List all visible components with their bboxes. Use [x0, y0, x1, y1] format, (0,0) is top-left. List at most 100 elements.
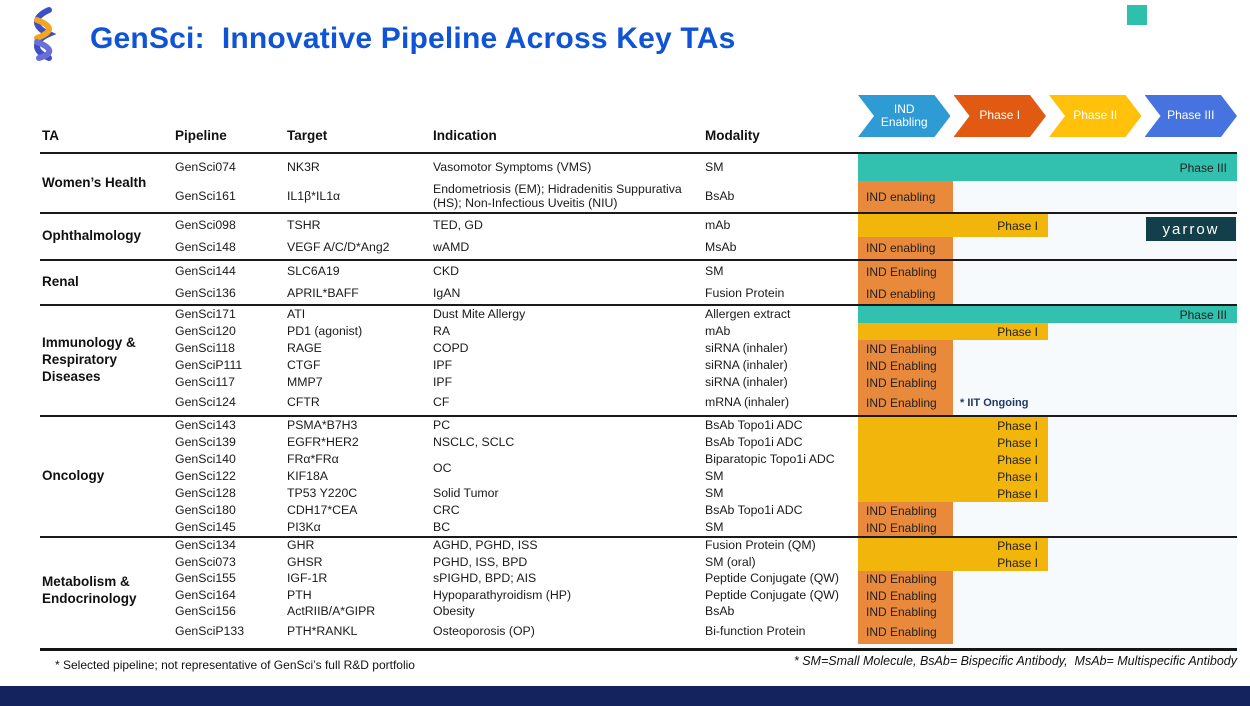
pipeline-row: GenSci180 CDH17*CEA CRC BsAb Topo1i ADC IND …: [175, 502, 1237, 519]
pipeline-row: GenSci140 FRα*FRα OC Biparatopic Topo1i ADC…: [175, 451, 1237, 474]
stage-bar-zone: Phase I: [858, 485, 1237, 502]
ta-label: Metabolism & Endocrinology: [42, 573, 137, 606]
modality: Allergen extract: [705, 306, 791, 321]
pipeline-id: GenSci161: [175, 188, 236, 203]
stage-bar-phase1: Phase I: [858, 417, 1048, 434]
pipeline-id: GenSci140: [175, 451, 236, 466]
pipeline-row: GenSci144 SLC6A19 CKD SM IND Enabling: [175, 261, 1237, 283]
stage-bar-ind: IND enabling: [858, 181, 953, 212]
stage-bar-zone: Phase I: [858, 434, 1237, 451]
stage-bar-ind: IND Enabling: [858, 502, 953, 519]
ta-label: Ophthalmology: [42, 228, 141, 244]
pipeline-row: GenSci161 IL1β*IL1α Endometriosis (EM); Hi…: [175, 181, 1237, 212]
modality: mRNA (inhaler): [705, 395, 790, 410]
pipeline-row: GenSciP133 PTH*RANKL Osteoporosis (OP) Bi-f…: [175, 620, 1237, 644]
footnote-abbreviations: * SM=Small Molecule, BsAb= Bispecific An…: [793, 654, 1237, 668]
pipeline-row: GenSci164 PTH Hypoparathyroidism (HP) Pepti…: [175, 587, 1237, 604]
legend-arrow-label: Phase II: [1073, 108, 1118, 123]
target: SLC6A19: [287, 264, 340, 279]
modality: Fusion Protein: [705, 285, 785, 300]
pipeline-row: GenSci073 GHSR PGHD, ISS, BPD SM (oral) Phas…: [175, 554, 1237, 571]
stage-bar-phase1: Phase I: [858, 485, 1048, 502]
target: APRIL*BAFF: [287, 285, 359, 300]
stage-bar-zone: IND Enabling: [858, 571, 1237, 588]
modality: BsAb Topo1i ADC: [705, 502, 803, 517]
target: TSHR: [287, 217, 321, 232]
pipeline-row: GenSciP111 CTGF IPF siRNA (inhaler) IND Enab…: [175, 357, 1237, 374]
indication: CRC: [433, 502, 460, 517]
target: PI3Kα: [287, 519, 321, 534]
target: FRα*FRα: [287, 451, 339, 466]
indication: PC: [433, 417, 451, 432]
stage-bar-zone: IND Enabling: [858, 374, 1237, 391]
modality: mAb: [705, 323, 731, 338]
indication: TED, GD: [433, 217, 483, 232]
indication: CKD: [433, 264, 459, 279]
modality: SM: [705, 264, 724, 279]
stage-bar-zone: Phase I: [858, 323, 1237, 340]
indication: IgAN: [433, 285, 461, 300]
column-header-pipeline: Pipeline: [175, 128, 227, 143]
stage-bar-zone: IND Enabling: [858, 519, 1237, 536]
indication: sPIGHD, BPD; AIS: [433, 571, 537, 586]
pipeline-id: GenSci098: [175, 217, 236, 232]
stage-bar-ind: IND Enabling: [858, 620, 953, 644]
modality: MsAb: [705, 240, 737, 255]
stage-bar-zone: Phase I: [858, 554, 1237, 571]
stage-bar-zone: IND Enabling: [858, 502, 1237, 519]
stage-bar-ind: IND Enabling: [858, 519, 953, 536]
pipeline-table: Women’s Health GenSci074 NK3R Vasomotor Sym…: [40, 152, 1237, 644]
ta-group: Immunology & Respiratory Diseases GenSci1…: [40, 304, 1237, 415]
modality: siRNA (inhaler): [705, 374, 788, 389]
modality: Peptide Conjugate (QW): [705, 571, 839, 586]
modality: SM: [705, 468, 724, 483]
stage-bar-zone: Phase III: [858, 306, 1237, 323]
stage-bar-phase1: Phase I: [858, 468, 1048, 485]
indication: Obesity: [433, 604, 475, 619]
stage-bar-zone: Phase I: [858, 468, 1237, 485]
modality: mAb: [705, 217, 731, 232]
target: KIF18A: [287, 468, 329, 483]
pipeline-id: GenSci145: [175, 519, 236, 534]
indication: IPF: [433, 374, 453, 389]
pipeline-id: GenSci143: [175, 417, 236, 432]
pipeline-id: GenSci136: [175, 285, 236, 300]
stage-bar-ind: IND Enabling: [858, 357, 953, 374]
indication: CF: [433, 395, 450, 410]
ta-label: Renal: [42, 274, 79, 290]
legend-arrow-ind-enabling: IND Enabling: [858, 95, 951, 137]
modality: Peptide Conjugate (QW): [705, 587, 839, 602]
ta-group: Oncology GenSci143 PSMA*B7H3 PC BsAb Topo1i …: [40, 415, 1237, 536]
stage-bar-zone: IND Enabling: [858, 587, 1237, 604]
pipeline-id: GenSci124: [175, 395, 236, 410]
pipeline-row: GenSci145 PI3Kα BC SM IND Enabling: [175, 519, 1237, 536]
target: CTGF: [287, 357, 321, 372]
legend-arrow-label: Phase III: [1167, 108, 1215, 123]
stage-bar-zone: Phase III: [858, 154, 1237, 181]
target: GHR: [287, 538, 315, 553]
stage-bar-ind: IND Enabling: [858, 261, 953, 283]
pipeline-row: GenSci136 APRIL*BAFF IgAN Fusion Protein IND…: [175, 283, 1237, 304]
modality: BsAb Topo1i ADC: [705, 417, 803, 432]
phase-legend: IND Enabling Phase I Phase II Phase III: [858, 95, 1237, 137]
ta-label: Immunology & Respiratory Diseases: [42, 335, 136, 384]
legend-arrow-phase-ii: Phase II: [1049, 95, 1142, 137]
ta-group: Renal GenSci144 SLC6A19 CKD SM IND Enabling Ge…: [40, 259, 1237, 304]
stage-bar-zone: IND Enabling: [858, 357, 1237, 374]
stage-bar-zone: IND Enabling: [858, 620, 1237, 644]
pipeline-id: GenSci164: [175, 587, 236, 602]
target: PTH: [287, 587, 312, 602]
modality: BsAb: [705, 188, 735, 203]
modality: Fusion Protein (QM): [705, 538, 816, 553]
stage-bar-phase1: Phase I: [858, 323, 1048, 340]
target: MMP7: [287, 374, 323, 389]
yarrow-watermark: yarrow: [1146, 217, 1236, 241]
target: CFTR: [287, 395, 320, 410]
target: ActRIIB/A*GIPR: [287, 604, 376, 619]
column-header-target: Target: [287, 128, 328, 143]
modality: SM: [705, 485, 724, 500]
stage-bar-zone: IND enabling: [858, 181, 1237, 212]
modality: SM (oral): [705, 554, 756, 569]
ta-group: Metabolism & Endocrinology GenSci134 GHR AG…: [40, 536, 1237, 644]
stage-bar-zone: Phase I: [858, 538, 1237, 555]
